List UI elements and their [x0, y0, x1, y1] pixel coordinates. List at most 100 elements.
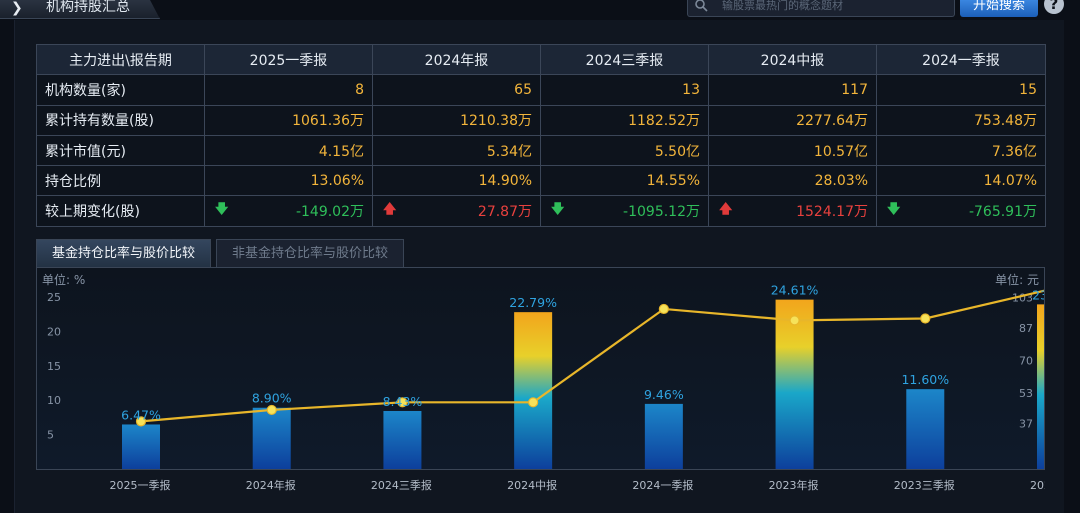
- x-axis-tick: 2023年报: [769, 478, 819, 492]
- table-cell: 5.34亿: [372, 134, 541, 167]
- institution-holdings-table: 主力进出\报告期 2025一季报 2024年报 2024三季报 2024中报 2…: [36, 43, 1046, 227]
- x-axis-tick: 2024三季报: [371, 478, 432, 492]
- table-row: 机构数量(家) 8 65 13 117 15: [36, 74, 1046, 106]
- search-icon: [695, 0, 708, 12]
- change-value: 1524.17万: [796, 204, 868, 221]
- table-cell: 🡇 -1095.12万: [540, 195, 709, 227]
- left-axis-tick: 5: [47, 429, 54, 442]
- x-axis-tick: 2024年报: [246, 478, 296, 492]
- change-value: -765.91万: [968, 204, 1037, 221]
- row-label: 累计持有数量(股): [36, 104, 205, 136]
- table-cell: 753.48万: [876, 104, 1046, 136]
- table-corner-header: 主力进出\报告期: [36, 43, 205, 76]
- left-axis-tick: 25: [47, 291, 61, 304]
- table-cell: 117: [708, 74, 877, 106]
- table-row: 累计市值(元) 4.15亿 5.34亿 5.50亿 10.57亿 7.36亿: [36, 134, 1046, 167]
- table-cell: 13: [540, 74, 709, 106]
- arrow-down-icon: 🡇: [887, 202, 901, 218]
- column-header[interactable]: 2024中报: [708, 43, 877, 76]
- change-value: 27.87万: [477, 204, 532, 221]
- arrow-up-icon: 🡅: [719, 202, 733, 218]
- page-title: 机构持股汇总: [46, 0, 130, 15]
- price-point: [920, 313, 931, 324]
- search-button[interactable]: 开始搜索: [960, 0, 1038, 17]
- chart-bar: [122, 424, 160, 469]
- table-cell: 🡇 -149.02万: [204, 195, 373, 227]
- table-cell: 2277.64万: [708, 104, 877, 136]
- x-axis-tick: 2023三季报: [894, 478, 955, 492]
- table-cell: 4.15亿: [204, 134, 373, 167]
- help-icon[interactable]: ?: [1044, 0, 1064, 14]
- table-row: 累计持有数量(股) 1061.36万 1210.38万 1182.52万 227…: [36, 104, 1046, 136]
- column-header[interactable]: 2024年报: [372, 43, 541, 76]
- table-cell: 8: [204, 74, 373, 106]
- change-value: -1095.12万: [623, 204, 700, 221]
- table-cell: 1061.36万: [204, 104, 373, 136]
- arrow-up-icon: 🡅: [383, 202, 397, 218]
- x-axis: 2025一季报 2024年报 2024三季报 2024中报 2024一季报 2023年报 2…: [110, 478, 1046, 492]
- table-cell: 1182.52万: [540, 104, 709, 136]
- column-header[interactable]: 2024三季报: [540, 43, 709, 76]
- chevron-right-icon[interactable]: ❯: [11, 0, 23, 16]
- row-label: 机构数量(家): [36, 74, 205, 106]
- right-axis-unit: 单位: 元: [995, 272, 1039, 287]
- price-line: [140, 289, 1044, 423]
- x-axis-tick: 2024中报: [507, 478, 557, 492]
- table-cell: 15: [876, 74, 1046, 106]
- tab-fund-holding[interactable]: 基金持仓比率与股价比较: [36, 239, 211, 267]
- table-cell: 5.50亿: [540, 134, 709, 167]
- bar-data-label: 9.46%: [644, 387, 684, 402]
- chart-bar: [775, 299, 814, 469]
- price-point: [789, 315, 800, 326]
- chart-bar: [644, 403, 683, 469]
- x-axis-tick: 2023中报: [1030, 478, 1045, 492]
- price-point: [135, 416, 147, 427]
- table-header-row: 主力进出\报告期 2025一季报 2024年报 2024三季报 2024中报 2…: [36, 43, 1046, 76]
- table-cell: 🡅 27.87万: [372, 195, 541, 227]
- row-label: 较上期变化(股): [36, 195, 205, 227]
- bar-data-label: 23.92%: [1032, 287, 1044, 302]
- chart-bar: [383, 410, 422, 469]
- left-axis-tick: 20: [47, 325, 61, 338]
- search-input[interactable]: 输股票最热门的概念题材: [687, 0, 955, 17]
- price-point: [266, 404, 277, 416]
- arrow-down-icon: 🡇: [215, 202, 229, 218]
- table-cell: 14.90%: [372, 165, 541, 197]
- holding-price-chart: 单位: % 单位: 元 5 10 15 20 25 37 53 70 87 103 6.47% 8.…: [36, 267, 1045, 470]
- search-placeholder: 输股票最热门的概念题材: [722, 0, 843, 12]
- table-row-change: 较上期变化(股) 🡇 -149.02万 🡅 27.87万 🡇 -1095.12万 🡅 1…: [36, 195, 1046, 227]
- bar-data-label: 6.47%: [121, 407, 161, 422]
- table-cell: 65: [372, 74, 541, 106]
- right-axis-tick: 53: [1019, 387, 1033, 400]
- chart-bar: [906, 389, 945, 469]
- left-axis-unit: 单位: %: [42, 272, 85, 287]
- table-cell: 7.36亿: [876, 134, 1046, 167]
- row-label: 持仓比例: [36, 165, 205, 197]
- column-header[interactable]: 2025一季报: [204, 43, 373, 76]
- chart-bar: [252, 407, 291, 469]
- bar-data-label: 8.90%: [252, 391, 292, 406]
- bar-data-label: 8.43%: [383, 394, 423, 409]
- price-point: [528, 397, 539, 408]
- table-cell: 🡇 -765.91万: [876, 195, 1046, 227]
- chart-bar: [514, 312, 553, 469]
- tab-non-fund-holding[interactable]: 非基金持仓比率与股价比较: [216, 239, 404, 267]
- table-cell: 13.06%: [204, 165, 373, 197]
- bar-data-label: 22.79%: [509, 295, 557, 310]
- table-cell: 14.55%: [540, 165, 709, 197]
- arrow-down-icon: 🡇: [551, 202, 565, 218]
- chart-bar: [1037, 304, 1044, 469]
- price-point: [397, 397, 408, 408]
- column-header[interactable]: 2024一季报: [876, 43, 1046, 76]
- price-point: [658, 303, 669, 315]
- left-axis-tick: 15: [47, 360, 61, 373]
- table-cell: 28.03%: [708, 165, 877, 197]
- bar-data-label: 24.61%: [771, 283, 819, 298]
- row-label: 累计市值(元): [36, 134, 205, 167]
- x-axis-tick: 2024一季报: [632, 478, 693, 492]
- table-cell: 14.07%: [876, 165, 1046, 197]
- table-cell: 10.57亿: [708, 134, 877, 167]
- table-cell: 🡅 1524.17万: [708, 195, 877, 227]
- left-axis-tick: 10: [47, 394, 61, 407]
